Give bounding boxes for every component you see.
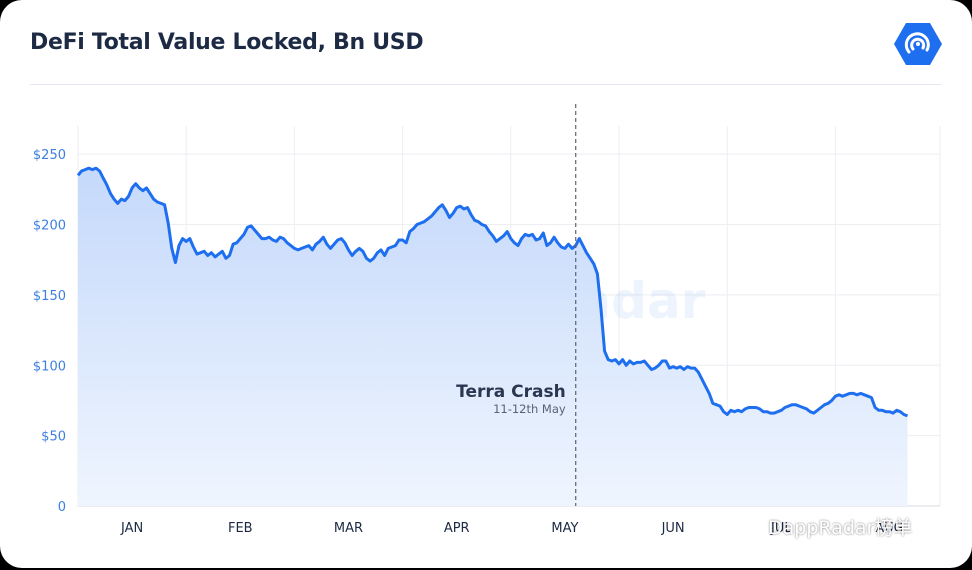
x-tick-label: JUL — [770, 521, 792, 536]
wechat-icon — [710, 510, 756, 542]
x-tick-label: APR — [444, 521, 470, 536]
x-tick-label: AUG — [875, 521, 903, 536]
footer-watermark-text: DappRadar榜单 — [768, 516, 913, 539]
chart-title: DeFi Total Value Locked, Bn USD — [30, 30, 424, 55]
footer-watermark: DappRadar榜单 — [708, 508, 912, 544]
y-tick-label: $50 — [41, 430, 66, 445]
tvl-line — [76, 166, 909, 418]
tvl-area-fill — [78, 168, 908, 506]
x-tick-label: MAR — [334, 521, 363, 536]
y-tick-label: 0 — [58, 500, 66, 515]
dappradar-logo-icon[interactable] — [893, 21, 943, 67]
x-tick-label: FEB — [228, 521, 253, 536]
x-tick-label: JUN — [661, 521, 685, 536]
header-divider — [30, 84, 942, 85]
y-tick-label: $250 — [33, 148, 66, 163]
y-tick-label: $100 — [33, 359, 66, 374]
x-tick-label: MAY — [551, 521, 578, 536]
x-tick-label: JAN — [120, 521, 143, 536]
annotation-subtitle: 11-12th May — [493, 402, 566, 416]
annotation-title: Terra Crash — [456, 382, 566, 402]
y-tick-label: $150 — [33, 289, 66, 304]
y-tick-label: $200 — [33, 219, 66, 234]
